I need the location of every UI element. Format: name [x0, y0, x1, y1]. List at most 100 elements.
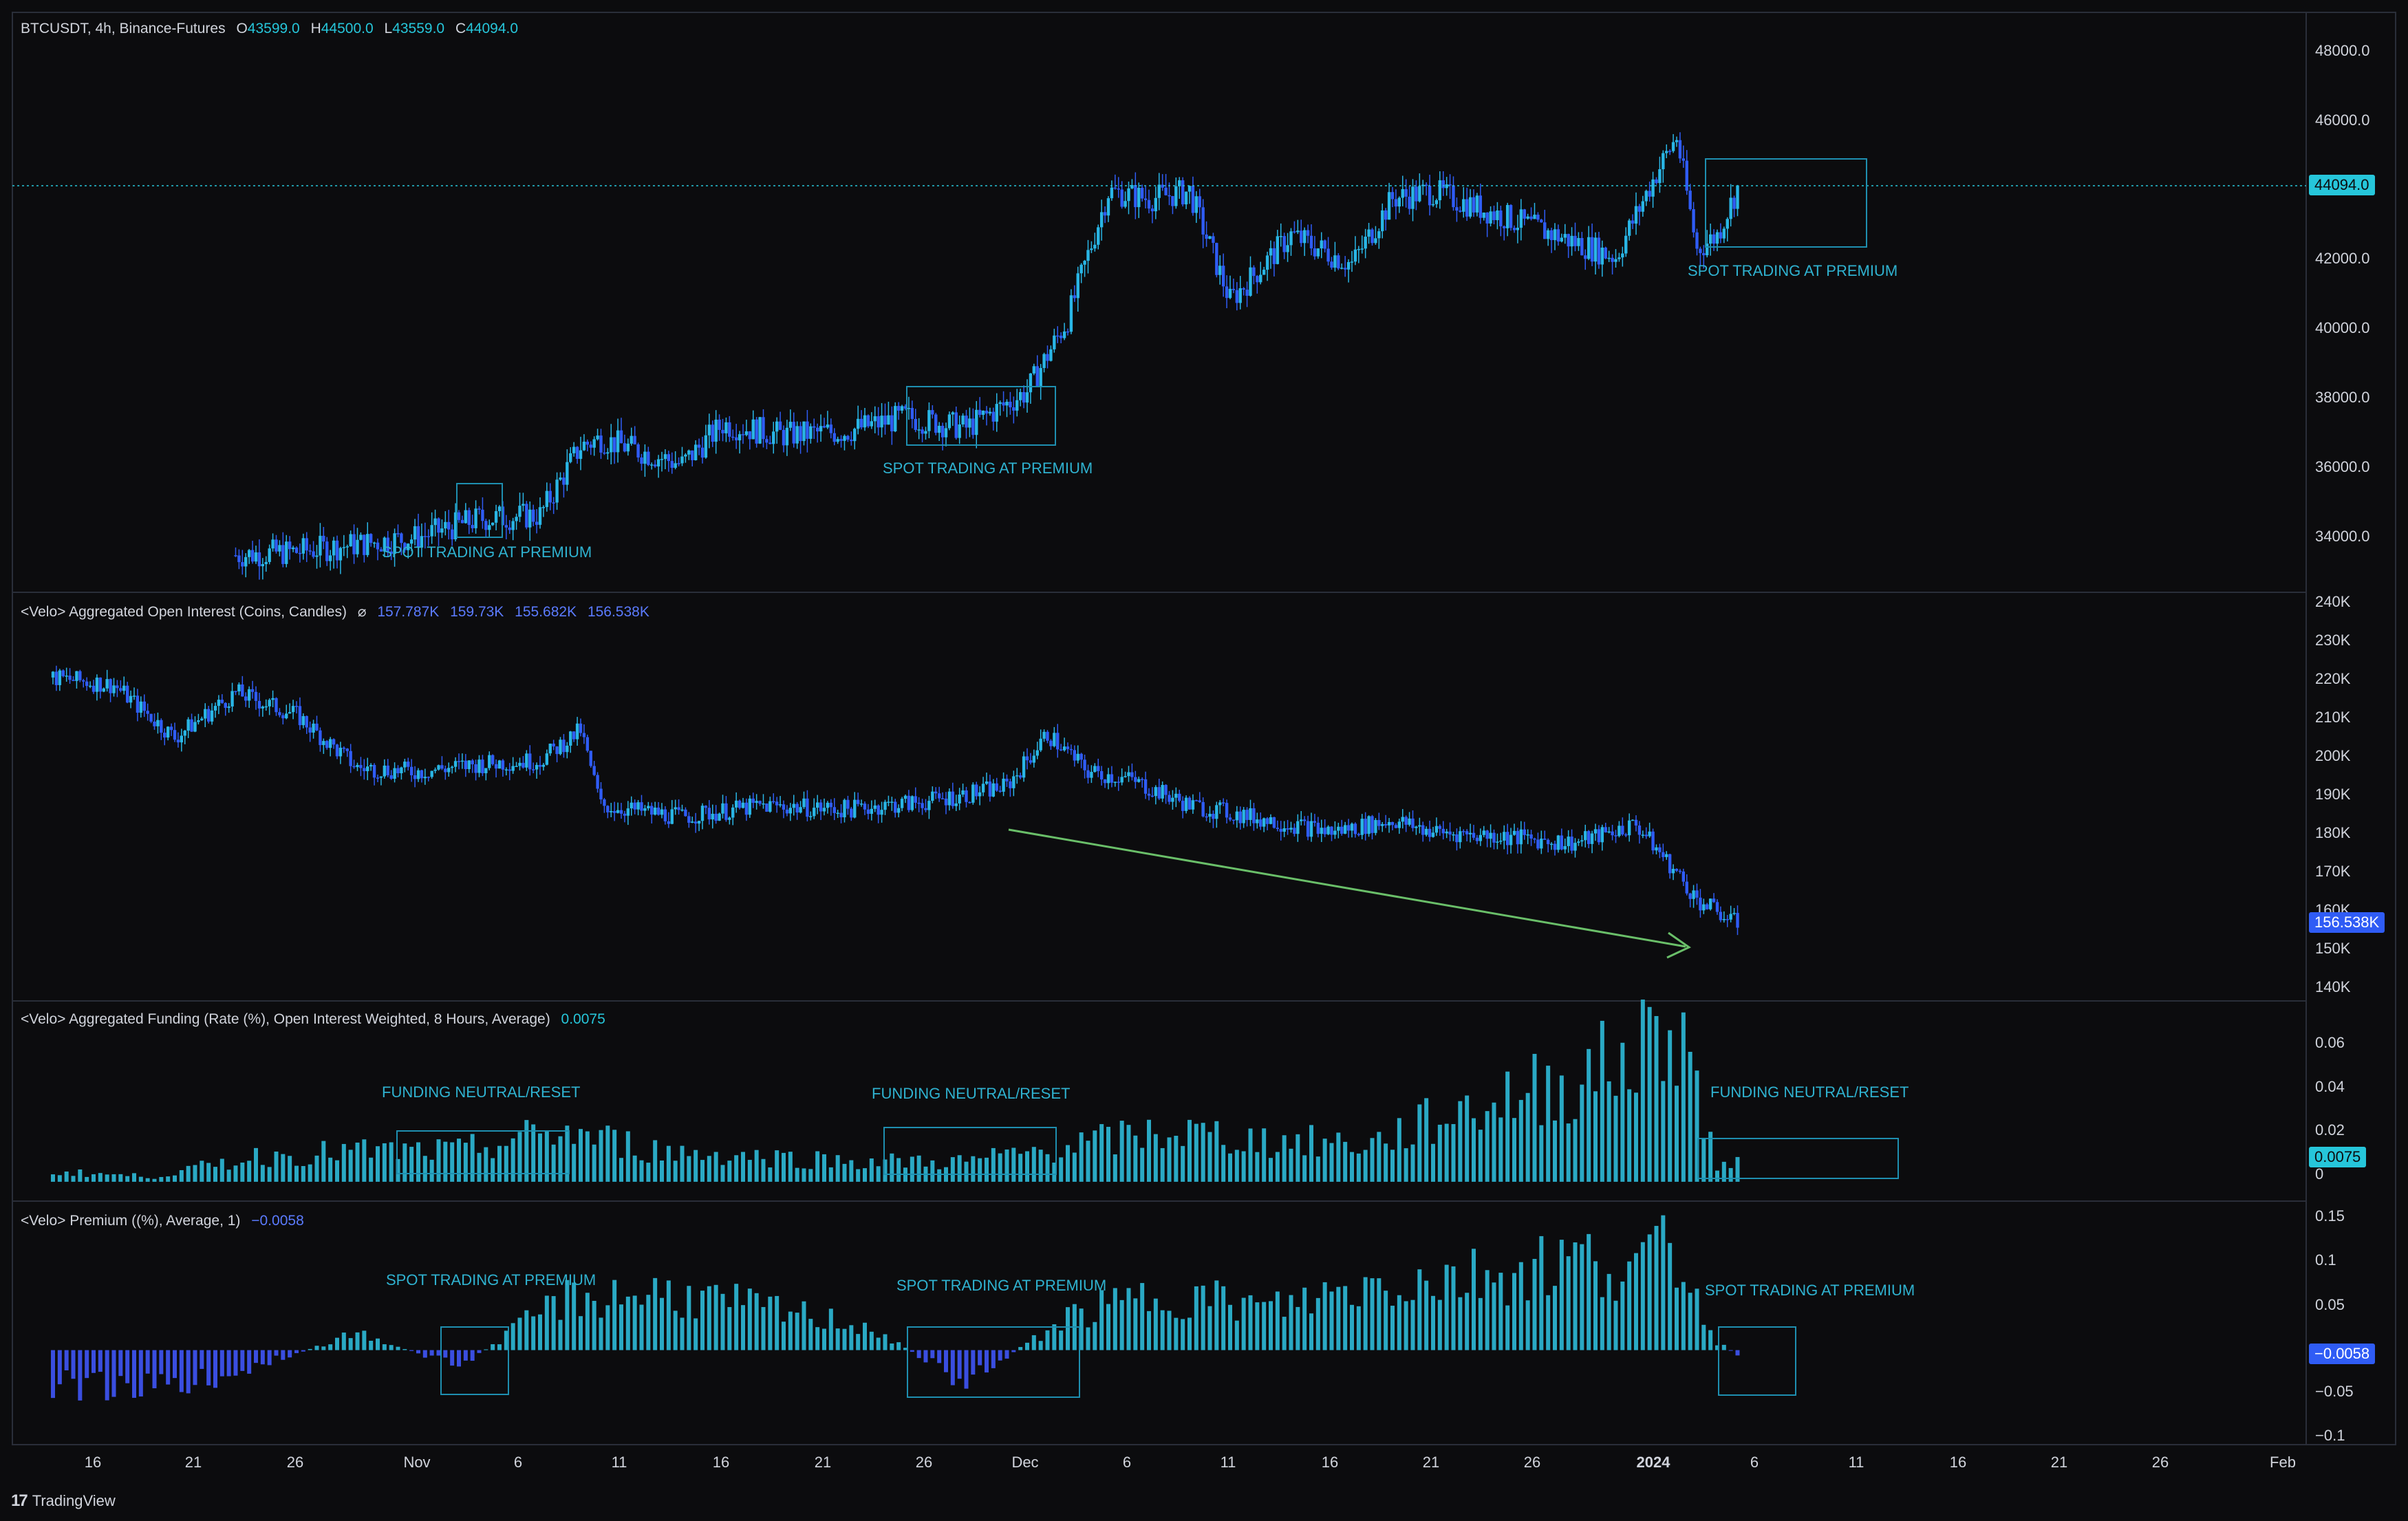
- oi-candle: [1178, 793, 1181, 801]
- premium-bar: [402, 1349, 407, 1350]
- price-candle: [1681, 158, 1686, 161]
- oi-candle: [1181, 801, 1185, 811]
- premium-bar: [152, 1350, 157, 1389]
- premium-bar: [78, 1350, 83, 1401]
- annotation-label[interactable]: SPOT TRADING AT PREMIUM: [1688, 262, 1898, 279]
- premium-bar: [558, 1319, 563, 1350]
- annotation-label[interactable]: FUNDING NEUTRAL/RESET: [872, 1085, 1071, 1102]
- funding-bar: [1640, 999, 1645, 1182]
- annotation-box[interactable]: [883, 1127, 1057, 1175]
- price-candle: [335, 540, 339, 561]
- funding-bar: [619, 1158, 623, 1182]
- oi-legend[interactable]: <Velo> Aggregated Open Interest (Coins, …: [21, 603, 649, 621]
- price-y-tick: 42000.0: [2315, 250, 2370, 267]
- oi-candle: [1042, 731, 1046, 739]
- premium-bar: [416, 1350, 420, 1354]
- price-candle: [981, 411, 985, 416]
- annotation-label[interactable]: SPOT TRADING AT PREMIUM: [382, 543, 592, 561]
- oi-candle: [687, 816, 691, 823]
- oi-candle: [1384, 823, 1388, 826]
- price-candle: [1296, 230, 1300, 233]
- price-candle: [244, 557, 248, 567]
- premium-bar: [64, 1350, 69, 1371]
- oi-candle: [420, 770, 424, 779]
- price-candle: [1543, 222, 1547, 239]
- oi-candle: [457, 761, 461, 762]
- oi-candle: [1306, 821, 1310, 837]
- oi-candle: [1168, 795, 1171, 802]
- funding-bar: [775, 1150, 780, 1182]
- annotation-box[interactable]: [1705, 158, 1867, 248]
- last-price-badge[interactable]: 44094.0: [2309, 175, 2375, 195]
- funding-last-badge[interactable]: 0.0075: [2309, 1147, 2367, 1167]
- funding-bar: [85, 1176, 89, 1182]
- annotation-box[interactable]: [1697, 1138, 1899, 1179]
- premium-bar: [57, 1350, 62, 1385]
- tradingview-logo-icon[interactable]: 17: [11, 1491, 28, 1510]
- oi-last-badge[interactable]: 156.538K: [2309, 912, 2385, 933]
- oi-candle: [619, 810, 623, 814]
- funding-legend[interactable]: <Velo> Aggregated Funding (Rate (%), Ope…: [21, 1011, 605, 1028]
- oi-candle: [186, 719, 190, 731]
- premium-bar: [1600, 1297, 1604, 1350]
- oi-candle: [677, 807, 680, 810]
- premium-last-badge[interactable]: −0.0058: [2309, 1344, 2376, 1364]
- oi-candle: [396, 768, 400, 774]
- annotation-box[interactable]: [906, 386, 1056, 446]
- annotation-label[interactable]: SPOT TRADING AT PREMIUM: [386, 1271, 596, 1288]
- premium-bar: [1052, 1324, 1057, 1350]
- price-candle: [1249, 267, 1252, 296]
- annotation-box[interactable]: [1718, 1326, 1796, 1396]
- funding-bar: [1437, 1124, 1442, 1182]
- price-candle: [1695, 232, 1699, 249]
- price-candle: [1309, 235, 1313, 249]
- brand-name[interactable]: TradingView: [32, 1492, 116, 1509]
- oi-candle: [1309, 821, 1313, 837]
- funding-bar: [978, 1158, 982, 1182]
- price-candle: [968, 418, 971, 428]
- oi-candle: [501, 760, 505, 770]
- price-candle: [616, 430, 620, 453]
- premium-bar: [173, 1350, 177, 1379]
- price-candle: [548, 490, 552, 503]
- price-candle: [843, 435, 846, 441]
- oi-candle: [1634, 819, 1638, 826]
- price-candle: [1715, 232, 1719, 244]
- annotation-label[interactable]: SPOT TRADING AT PREMIUM: [883, 460, 1093, 477]
- funding-bars: [51, 999, 1740, 1182]
- annotation-box[interactable]: [907, 1326, 1080, 1398]
- price-candle: [1306, 230, 1310, 236]
- annotation-label[interactable]: FUNDING NEUTRAL/RESET: [382, 1083, 581, 1101]
- annotation-box[interactable]: [396, 1130, 570, 1174]
- oi-candle: [298, 706, 302, 726]
- annotation-label[interactable]: SPOT TRADING AT PREMIUM: [1705, 1282, 1915, 1299]
- premium-bar: [92, 1350, 96, 1373]
- premium-bar: [138, 1350, 143, 1396]
- price-candle: [765, 439, 768, 443]
- funding-bar: [1444, 1123, 1449, 1182]
- price-candle: [1424, 184, 1428, 186]
- annotation-label[interactable]: SPOT TRADING AT PREMIUM: [896, 1277, 1107, 1294]
- premium-bar: [619, 1304, 623, 1350]
- oi-candle: [944, 798, 948, 806]
- annotation-box[interactable]: [440, 1326, 509, 1395]
- price-candle: [433, 518, 437, 526]
- oi-candle: [1187, 797, 1192, 810]
- oi-candle: [640, 802, 643, 811]
- price-candle: [958, 424, 961, 438]
- oi-candle: [319, 730, 322, 746]
- premium-legend[interactable]: <Velo> Premium ((%), Average, 1) −0.0058: [21, 1213, 304, 1229]
- annotation-box[interactable]: [456, 483, 503, 538]
- price-candle: [1066, 331, 1070, 333]
- price-candle: [363, 535, 366, 555]
- price-candle: [416, 526, 420, 548]
- annotation-label[interactable]: FUNDING NEUTRAL/RESET: [1710, 1083, 1909, 1101]
- premium-bar: [1444, 1264, 1449, 1350]
- price-candle: [819, 426, 823, 432]
- oi-candle: [1012, 776, 1015, 788]
- price-legend[interactable]: BTCUSDT, 4h, Binance-Futures O43599.0 H4…: [21, 21, 518, 37]
- funding-bar: [1390, 1150, 1395, 1182]
- price-candle: [937, 425, 941, 433]
